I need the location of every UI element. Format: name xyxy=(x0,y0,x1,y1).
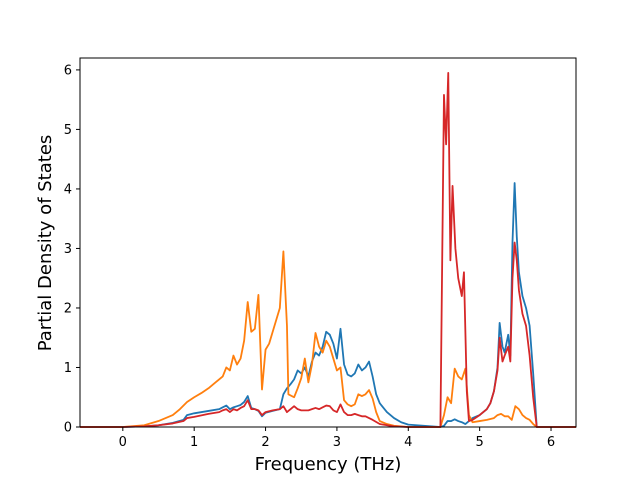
y-tick-label: 1 xyxy=(64,361,72,376)
series-layer xyxy=(80,71,576,428)
plot-frame xyxy=(79,57,577,428)
x-tick-label: 1 xyxy=(190,435,198,450)
y-tick-label: 5 xyxy=(64,123,72,138)
x-tick-label: 5 xyxy=(476,435,484,450)
x-tick-label: 4 xyxy=(404,435,412,450)
series-line-1 xyxy=(80,182,576,428)
y-axis-label: Partial Density of States xyxy=(35,135,56,352)
y-axis-ticks: 0 1 2 3 4 5 6 xyxy=(64,63,80,436)
y-tick-label: 2 xyxy=(64,301,72,316)
y-tick-label: 3 xyxy=(64,242,72,257)
y-tick-label: 4 xyxy=(64,182,72,197)
x-tick-label: 2 xyxy=(261,435,269,450)
x-axis-label: Frequency (THz) xyxy=(255,454,402,475)
x-tick-label: 6 xyxy=(547,435,555,450)
y-tick-label: 0 xyxy=(64,421,72,436)
x-tick-label: 3 xyxy=(333,435,341,450)
x-tick-label: 0 xyxy=(119,435,127,450)
series-line-3 xyxy=(80,71,576,428)
y-tick-label: 6 xyxy=(64,63,72,78)
x-axis-ticks: 0 1 2 3 4 5 6 xyxy=(119,427,555,450)
series-line-2 xyxy=(80,250,576,428)
